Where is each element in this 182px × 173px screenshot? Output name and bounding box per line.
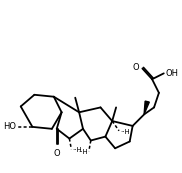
Text: O: O — [133, 63, 139, 72]
Polygon shape — [144, 101, 149, 114]
Text: ··H: ··H — [78, 149, 88, 155]
Text: HO: HO — [3, 122, 16, 131]
Text: OH: OH — [166, 69, 179, 78]
Text: O: O — [54, 149, 60, 158]
Text: ··H: ··H — [120, 129, 130, 135]
Text: ··H: ··H — [72, 147, 82, 153]
